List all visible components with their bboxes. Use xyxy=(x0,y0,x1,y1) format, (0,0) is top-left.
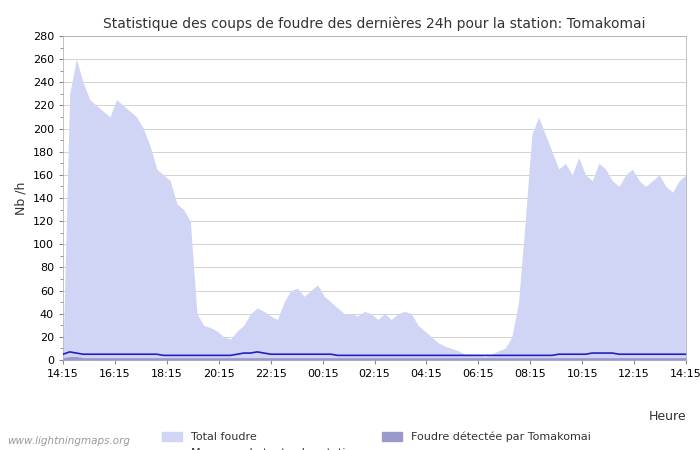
Legend: Total foudre, Moyenne de toutes les stations, Foudre détectée par Tomakomai: Total foudre, Moyenne de toutes les stat… xyxy=(162,432,590,450)
Text: Heure: Heure xyxy=(648,410,686,423)
Y-axis label: Nb /h: Nb /h xyxy=(14,181,27,215)
Title: Statistique des coups de foudre des dernières 24h pour la station: Tomakomai: Statistique des coups de foudre des dern… xyxy=(104,16,645,31)
Text: www.lightningmaps.org: www.lightningmaps.org xyxy=(7,436,130,446)
